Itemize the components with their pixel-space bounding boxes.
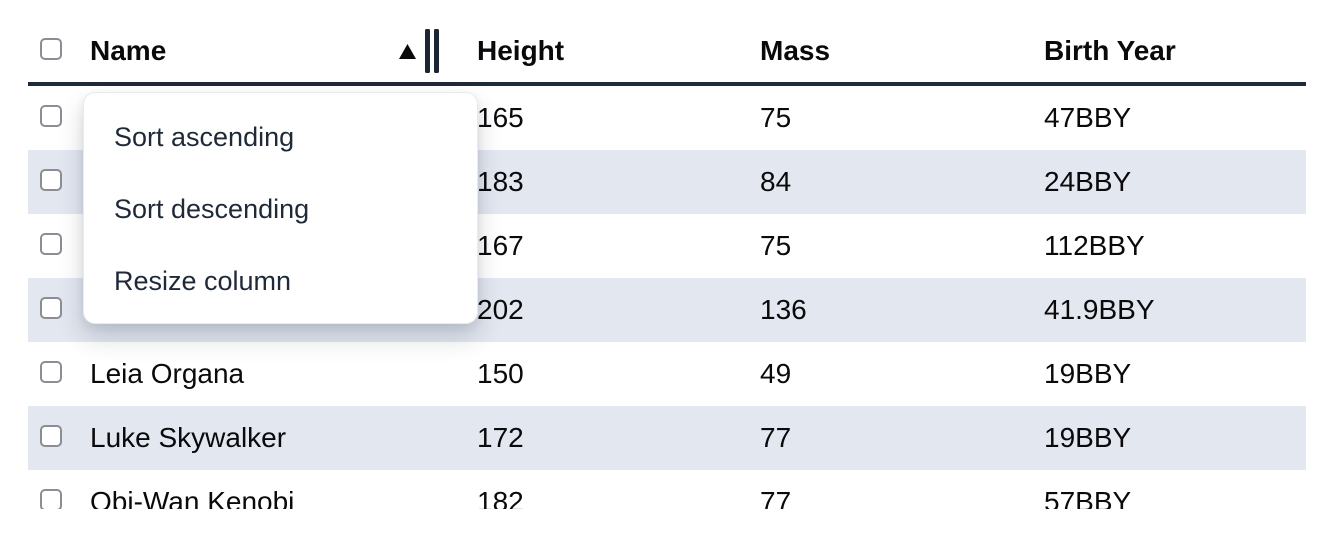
cell-mass: 49: [760, 358, 792, 389]
menu-item-sort-descending[interactable]: Sort descending: [114, 193, 310, 224]
row-checkbox[interactable]: [40, 169, 62, 191]
header-cell-mass[interactable]: Mass: [732, 35, 1016, 67]
table-row: Luke Skywalker 172 77 19BBY: [28, 406, 1306, 470]
cell-mass: 84: [760, 166, 792, 197]
resize-bar-right: [434, 29, 439, 73]
row-checkbox[interactable]: [40, 233, 62, 255]
column-header-mass-label[interactable]: Mass: [760, 35, 831, 66]
cell-height: 182: [477, 486, 524, 509]
cell-mass: 77: [760, 486, 792, 509]
cell-height: 172: [477, 422, 524, 453]
name-column-tools: [399, 29, 449, 73]
cell-height: 165: [477, 102, 524, 133]
table-row: Leia Organa 150 49 19BBY: [28, 342, 1306, 406]
cell-birth-year: 41.9BBY: [1044, 294, 1155, 325]
cell-name: Obi-Wan Kenobi: [90, 486, 295, 509]
cell-mass: 136: [760, 294, 807, 325]
cell-birth-year: 47BBY: [1044, 102, 1132, 133]
row-checkbox[interactable]: [40, 361, 62, 383]
cell-birth-year: 19BBY: [1044, 422, 1132, 453]
cell-mass: 75: [760, 230, 792, 261]
column-header-birth-year-label[interactable]: Birth Year: [1044, 35, 1176, 66]
column-context-menu: Sort ascending Sort descending Resize co…: [83, 92, 478, 324]
column-resize-handle-icon[interactable]: [425, 29, 439, 73]
row-checkbox[interactable]: [40, 297, 62, 319]
menu-item-resize-column[interactable]: Resize column: [114, 265, 292, 296]
header-cell-birth-year[interactable]: Birth Year: [1016, 35, 1306, 67]
header-cell-height[interactable]: Height: [449, 35, 732, 67]
header-cell-name[interactable]: Name: [90, 29, 449, 73]
column-header-name-label[interactable]: Name: [90, 35, 167, 66]
select-all-checkbox[interactable]: [40, 37, 62, 60]
cell-birth-year: 24BBY: [1044, 166, 1132, 197]
resize-bar-left: [425, 29, 430, 73]
cell-height: 202: [477, 294, 524, 325]
column-header-height-label[interactable]: Height: [477, 35, 565, 66]
cell-name: Luke Skywalker: [90, 422, 287, 453]
cell-name: Leia Organa: [90, 358, 245, 389]
cell-birth-year: 19BBY: [1044, 358, 1132, 389]
cell-height: 167: [477, 230, 524, 261]
row-checkbox[interactable]: [40, 425, 62, 447]
cell-height: 150: [477, 358, 524, 389]
table-header-row: Name Height Mass Birth Year: [28, 0, 1306, 86]
table-row: 202 136 41.9BBY: [28, 278, 1306, 342]
row-checkbox[interactable]: [40, 489, 62, 509]
cell-mass: 75: [760, 102, 792, 133]
cell-birth-year: 112BBY: [1044, 230, 1145, 261]
row-checkbox[interactable]: [40, 105, 62, 127]
sort-ascending-icon: [399, 43, 416, 59]
table-row: Obi-Wan Kenobi 182 77 57BBY: [28, 470, 1306, 509]
cell-birth-year: 57BBY: [1044, 486, 1132, 509]
cell-mass: 77: [760, 422, 792, 453]
menu-item-sort-ascending[interactable]: Sort ascending: [114, 121, 295, 152]
header-cell-select-all: [28, 37, 90, 65]
cell-height: 183: [477, 166, 524, 197]
